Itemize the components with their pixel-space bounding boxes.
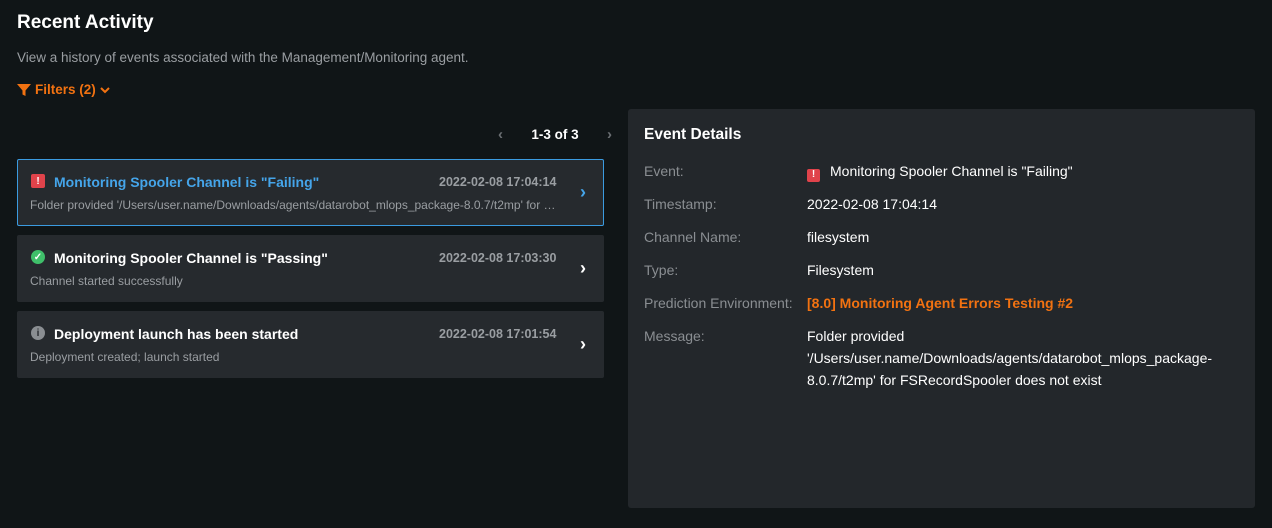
pagination: ‹ 1-3 of 3 › bbox=[498, 126, 612, 143]
error-icon: ! bbox=[807, 168, 820, 182]
detail-label: Event: bbox=[644, 163, 684, 179]
check-circle-icon: ✓ bbox=[31, 250, 45, 264]
event-item[interactable]: i Deployment launch has been started 202… bbox=[17, 311, 604, 378]
event-item[interactable]: ✓ Monitoring Spooler Channel is "Passing… bbox=[17, 235, 604, 302]
filters-button[interactable]: Filters (2) bbox=[17, 82, 110, 97]
page-subtitle: View a history of events associated with… bbox=[17, 50, 469, 65]
detail-label: Message: bbox=[644, 328, 705, 344]
event-title: Deployment launch has been started bbox=[54, 326, 299, 342]
detail-value: 2022-02-08 17:04:14 bbox=[807, 196, 937, 212]
event-name: Monitoring Spooler Channel is "Failing" bbox=[830, 163, 1073, 179]
detail-row-timestamp: Timestamp: 2022-02-08 17:04:14 bbox=[644, 193, 1227, 215]
detail-value: filesystem bbox=[807, 229, 870, 245]
event-timestamp: 2022-02-08 17:03:30 bbox=[439, 251, 557, 265]
event-details-title: Event Details bbox=[644, 126, 742, 143]
event-item[interactable]: ! Monitoring Spooler Channel is "Failing… bbox=[17, 159, 604, 226]
detail-value: Folder provided '/Users/user.name/Downlo… bbox=[807, 328, 1213, 388]
detail-label: Channel Name: bbox=[644, 229, 742, 245]
detail-row-env: Prediction Environment: [8.0] Monitoring… bbox=[644, 292, 1227, 314]
filters-label: Filters (2) bbox=[35, 82, 96, 97]
event-title: Monitoring Spooler Channel is "Passing" bbox=[54, 250, 328, 266]
error-icon: ! bbox=[31, 174, 45, 188]
pagination-label: 1-3 of 3 bbox=[531, 127, 579, 142]
detail-row-event: Event: ! Monitoring Spooler Channel is "F… bbox=[644, 160, 1227, 182]
page-title: Recent Activity bbox=[17, 12, 154, 33]
detail-row-type: Type: Filesystem bbox=[644, 259, 1227, 281]
next-page-icon[interactable]: › bbox=[606, 126, 612, 143]
event-details-panel: Event Details Event: ! Monitoring Spooler… bbox=[628, 109, 1255, 508]
filter-icon bbox=[17, 83, 31, 96]
chevron-down-icon bbox=[100, 86, 110, 93]
event-title: Monitoring Spooler Channel is "Failing" bbox=[54, 174, 320, 190]
detail-row-message: Message: Folder provided '/Users/user.na… bbox=[644, 325, 1222, 391]
event-message: Folder provided '/Users/user.name/Downlo… bbox=[30, 198, 560, 212]
chevron-right-icon: › bbox=[580, 334, 586, 354]
info-icon: i bbox=[31, 326, 45, 340]
event-message: Deployment created; launch started bbox=[30, 350, 220, 364]
chevron-right-icon: › bbox=[580, 182, 586, 202]
detail-value: ! Monitoring Spooler Channel is "Failing" bbox=[807, 160, 1227, 182]
prev-page-icon[interactable]: ‹ bbox=[498, 126, 503, 143]
detail-label: Timestamp: bbox=[644, 196, 717, 212]
detail-row-channel: Channel Name: filesystem bbox=[644, 226, 1227, 248]
detail-label: Type: bbox=[644, 262, 679, 278]
detail-label: Prediction Environment: bbox=[644, 295, 793, 311]
event-message: Channel started successfully bbox=[30, 274, 183, 288]
event-timestamp: 2022-02-08 17:04:14 bbox=[439, 175, 557, 189]
detail-value: Filesystem bbox=[807, 262, 874, 278]
event-timestamp: 2022-02-08 17:01:54 bbox=[439, 327, 557, 341]
prediction-environment-link[interactable]: [8.0] Monitoring Agent Errors Testing #2 bbox=[807, 295, 1074, 311]
chevron-right-icon: › bbox=[580, 258, 586, 278]
